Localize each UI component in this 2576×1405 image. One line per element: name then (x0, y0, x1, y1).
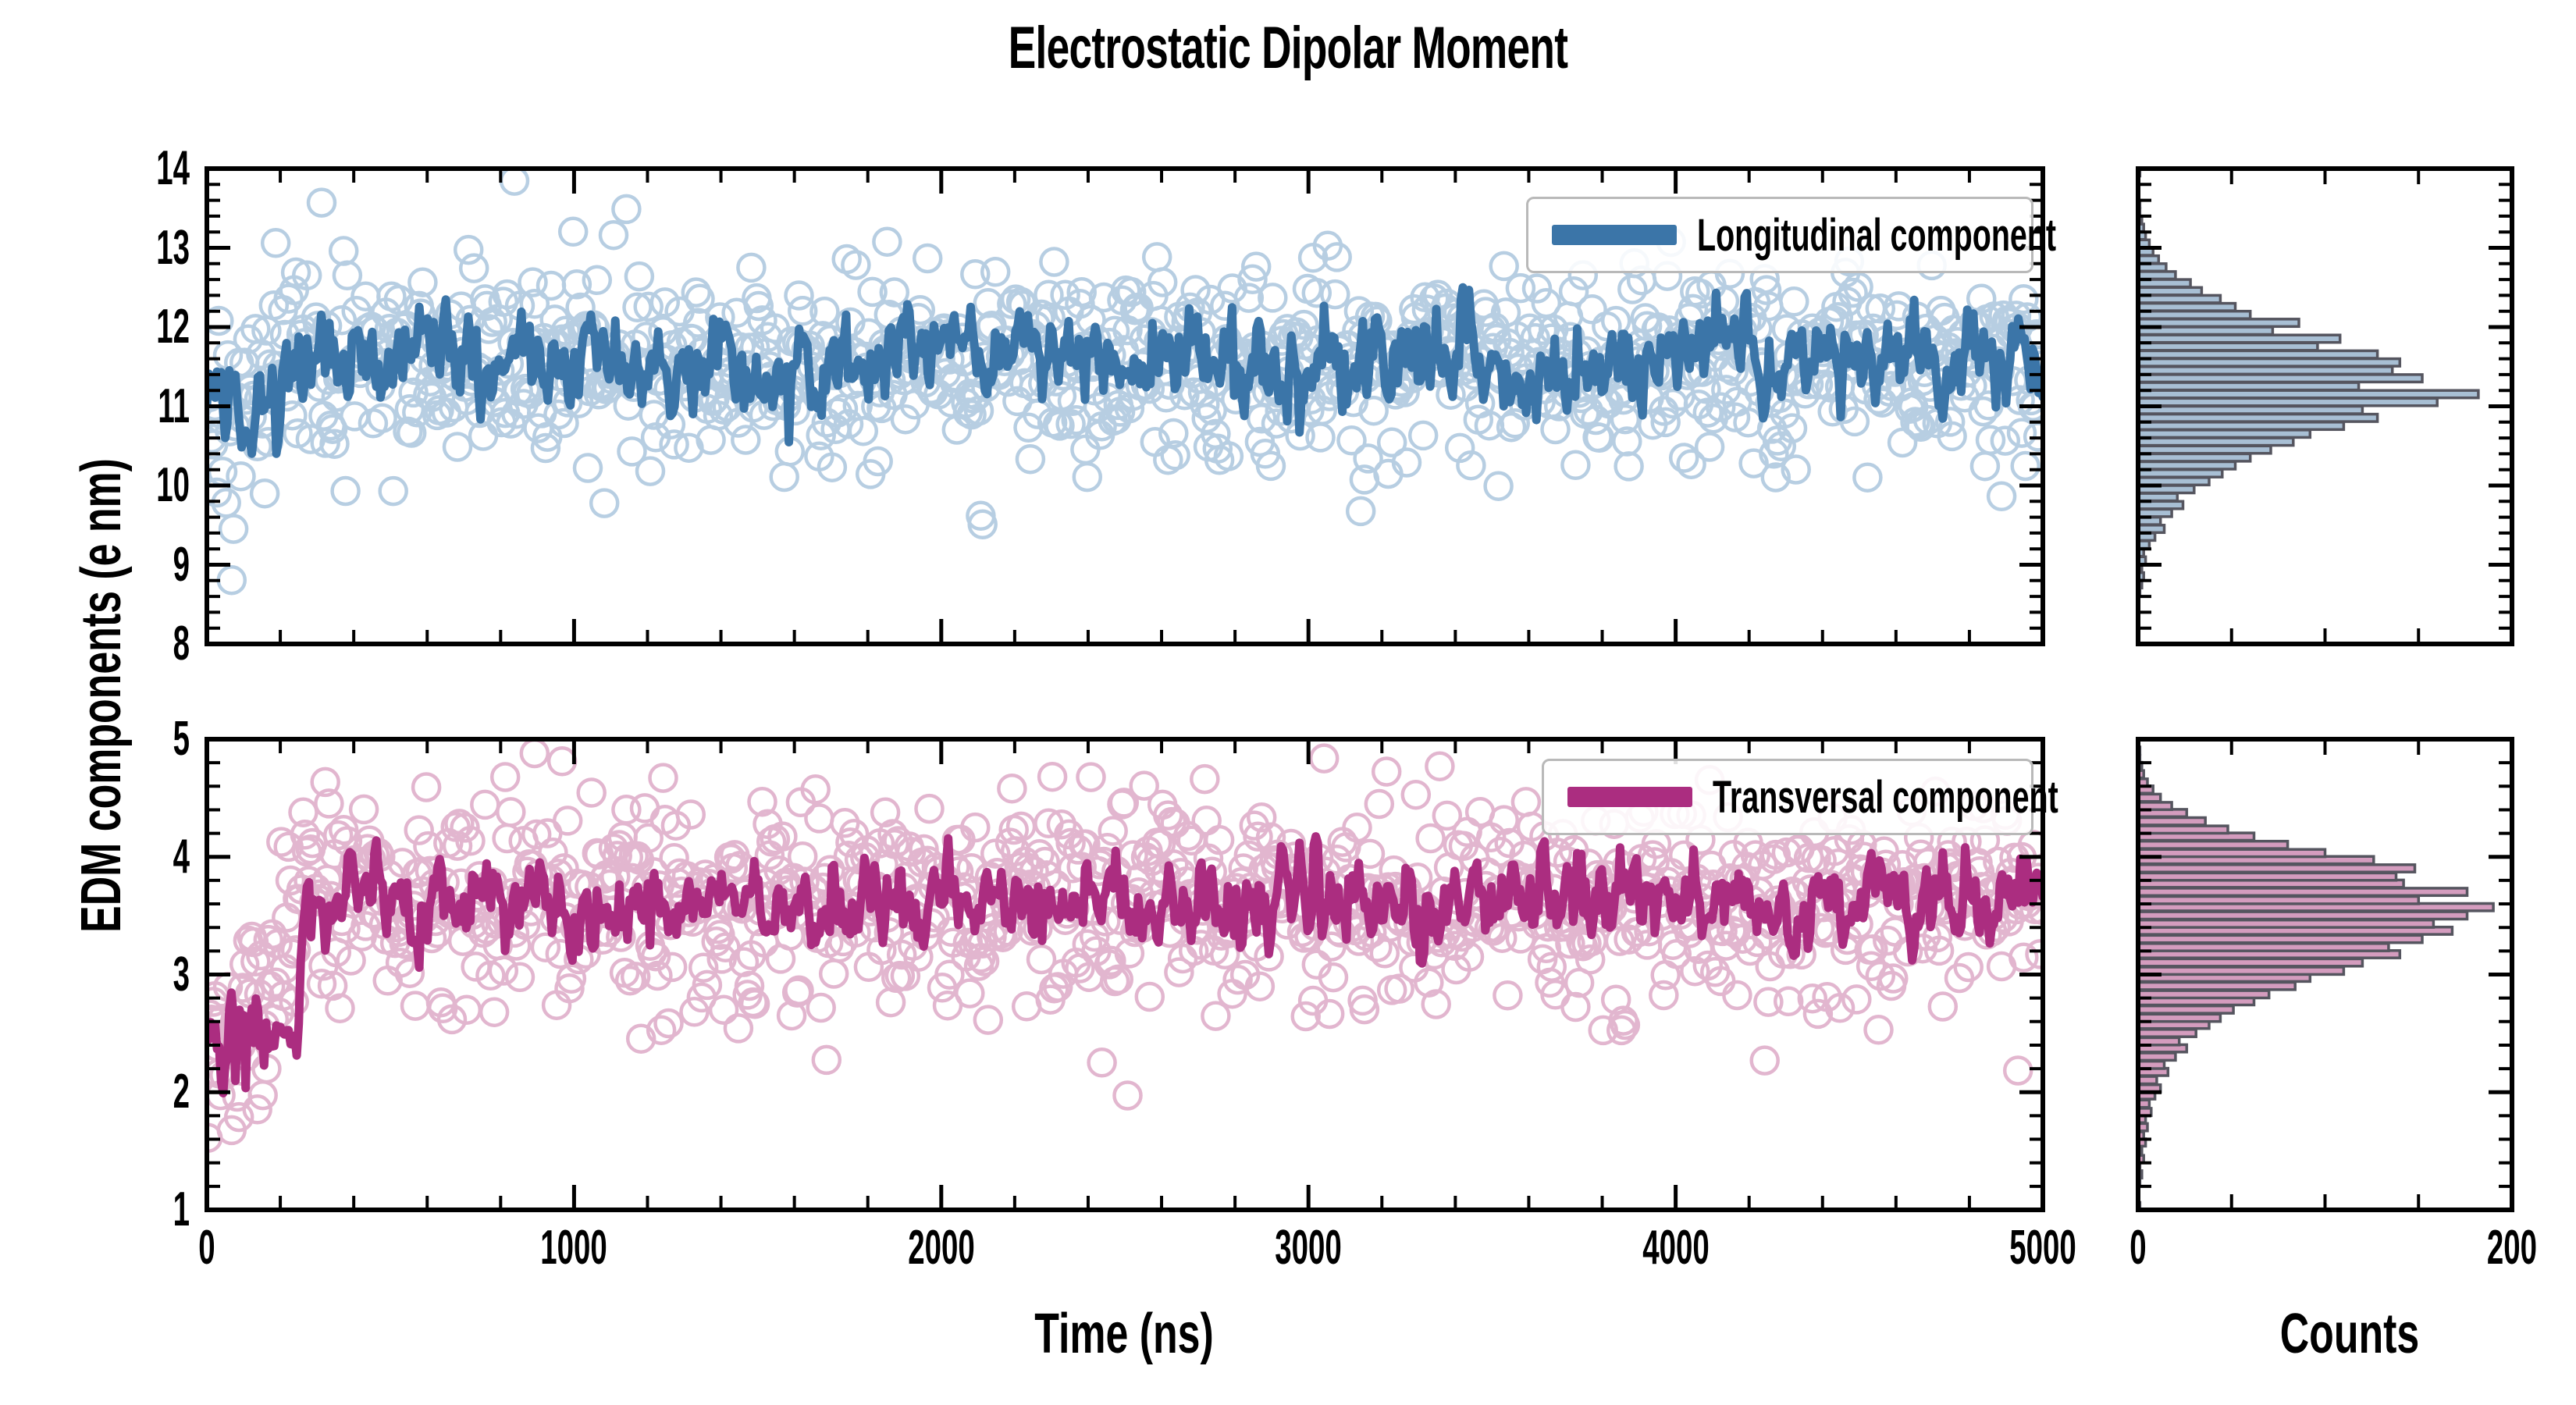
histogram-tick-marks (2136, 166, 2514, 646)
x-tick-label: 2000 (908, 1221, 975, 1275)
running-mean-line (207, 283, 2043, 458)
y-tick-label: 10 (156, 458, 190, 512)
y-tick-label: 1 (173, 1183, 190, 1236)
legend-transversal[interactable]: Transversal component (1542, 759, 2058, 835)
legend-longitudinal[interactable]: Longitudinal component (1526, 197, 2056, 273)
y-tick-label: 8 (173, 617, 190, 670)
x-tick-label: 200 (2486, 1221, 2538, 1275)
counts-axis-label: Counts (2279, 1303, 2420, 1365)
x-tick-marks (205, 169, 2045, 644)
x-tick-label: 3000 (1275, 1221, 1342, 1275)
x-tick-label: 4000 (1642, 1221, 1710, 1275)
y-tick-label: 11 (158, 379, 190, 433)
running-mean-line (207, 832, 2043, 1097)
legend-swatch-transversal (1567, 787, 1692, 807)
page-title: Electrostatic Dipolar Moment (1008, 15, 1568, 81)
y-tick-label: 4 (173, 829, 190, 884)
histogram-bars (2137, 745, 2495, 1211)
y-tick-label: 12 (156, 300, 190, 354)
legend-label-transversal: Transversal component (1713, 771, 2058, 823)
y-tick-label: 14 (156, 141, 190, 195)
x-tick-marks (205, 739, 2045, 1210)
histogram-tick-marks (2136, 737, 2514, 1212)
y-tick-label: 5 (173, 712, 190, 766)
y-tick-marks (207, 166, 2043, 646)
x-axis-label: Time (ns) (1034, 1303, 1214, 1365)
histogram-bars (2137, 167, 2480, 598)
x-tick-label: 5000 (2009, 1221, 2076, 1275)
x-tick-label: 0 (2129, 1221, 2147, 1275)
y-tick-label: 13 (156, 220, 190, 275)
x-tick-label: 1000 (540, 1221, 608, 1275)
y-tick-label: 3 (173, 947, 190, 1001)
legend-swatch-longitudinal (1552, 225, 1677, 245)
y-tick-label: 2 (173, 1065, 190, 1119)
y-tick-label: 9 (173, 537, 190, 592)
x-tick-label: 0 (198, 1221, 215, 1275)
legend-label-longitudinal: Longitudinal component (1697, 209, 2057, 261)
